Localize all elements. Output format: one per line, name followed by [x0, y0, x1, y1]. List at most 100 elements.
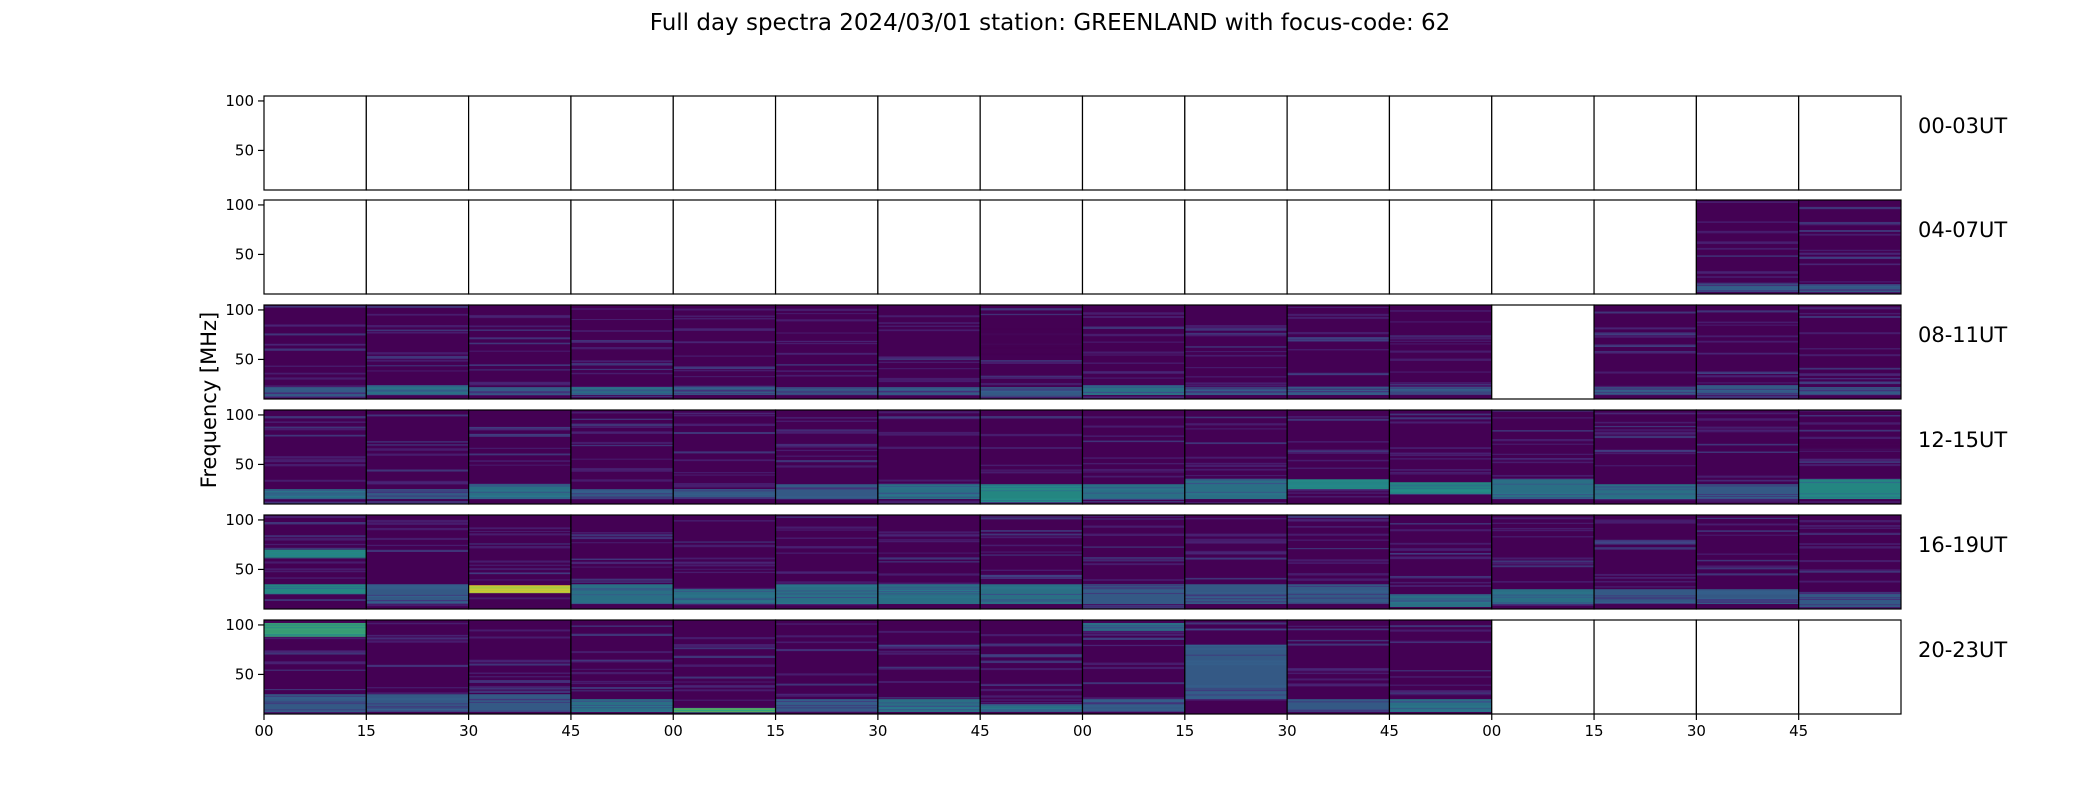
- panel-background: [673, 620, 776, 714]
- spectrum-line: [1798, 546, 1901, 549]
- row-label: 16-19UT: [1918, 533, 2007, 557]
- spectrum-line: [570, 318, 674, 321]
- spectrum-line: [980, 668, 1083, 671]
- empty-panel: [877, 96, 981, 190]
- band-line: [264, 557, 367, 559]
- band-line: [1287, 597, 1390, 599]
- band-line: [1287, 484, 1390, 486]
- spectrum-line: [673, 424, 776, 427]
- spectrum-panel: [1389, 515, 1492, 609]
- spectrum-line: [264, 372, 367, 375]
- spectrum-line: [775, 465, 878, 468]
- row-20-23UT: 50 100 20-23UT: [225, 616, 2007, 715]
- spectrum-line: [775, 673, 878, 676]
- spectrum-line: [1491, 560, 1595, 563]
- x-tick-label: 30: [1278, 722, 1297, 740]
- band-line: [1287, 602, 1390, 604]
- spectrum-line: [1798, 422, 1901, 425]
- spectrum-line: [1287, 533, 1390, 536]
- band-line: [1389, 487, 1492, 489]
- spectrum-line: [366, 355, 469, 359]
- spectrum-line: [775, 460, 878, 463]
- spectrum-line: [1696, 310, 1799, 313]
- x-tick-label: 30: [868, 722, 887, 740]
- band-line: [1287, 483, 1390, 485]
- band-line: [1287, 585, 1390, 587]
- spectrum-line: [468, 530, 571, 532]
- spectrum-band: [570, 584, 674, 605]
- spectrum-line: [264, 547, 367, 550]
- spectrum-line: [570, 444, 674, 447]
- spectrum-line: [264, 365, 367, 367]
- empty-panel: [468, 96, 571, 190]
- spectrum-line: [1082, 666, 1185, 670]
- band-line: [1594, 487, 1697, 489]
- spectrum-line: [468, 382, 571, 384]
- spectrum-band: [1082, 699, 1185, 713]
- spectrum-line: [366, 357, 469, 360]
- spectrum-line: [468, 629, 571, 632]
- spectrum-panel: [570, 200, 674, 294]
- band-line: [468, 710, 571, 712]
- band-line: [1696, 485, 1799, 487]
- spectrum-line: [980, 695, 1083, 698]
- spectrum-line: [673, 317, 776, 320]
- band-line: [570, 594, 674, 596]
- spectrum-panel: [877, 305, 981, 399]
- spectrum-line: [468, 560, 571, 563]
- spectrum-panel: [570, 305, 674, 399]
- spectrum-line: [1287, 313, 1390, 316]
- spectrum-line: [1184, 354, 1288, 357]
- band-line: [570, 389, 674, 391]
- panel-background: [264, 305, 367, 399]
- band-line: [673, 393, 776, 395]
- band-line: [1696, 291, 1799, 293]
- panel-border: [1798, 514, 1902, 610]
- spectrum-line: [1696, 418, 1799, 421]
- band-line: [1287, 388, 1390, 390]
- y-tick-label: 100: [225, 196, 254, 214]
- band-line: [1594, 603, 1697, 605]
- spectrum-line: [1389, 577, 1492, 579]
- panel-border: [1798, 409, 1902, 505]
- spectrum-line: [1696, 232, 1799, 234]
- row-label: 08-11UT: [1918, 323, 2007, 347]
- band-line: [1389, 601, 1492, 603]
- spectrum-line: [877, 531, 981, 534]
- empty-panel: [1287, 96, 1390, 190]
- spectrum-line: [570, 368, 674, 371]
- spectrum-line: [877, 644, 981, 647]
- spectrum-line: [1594, 580, 1697, 583]
- band-line: [1082, 386, 1185, 388]
- spectrum-line: [1491, 474, 1595, 477]
- spectrum-line: [468, 428, 571, 431]
- spectrum-line: [1389, 337, 1492, 340]
- y-tick-label: 100: [225, 406, 254, 424]
- spectrum-panel: [877, 200, 981, 294]
- spectrum-panel: [775, 200, 878, 294]
- spectrum-line: [1389, 350, 1492, 353]
- spectrum-line: [366, 501, 469, 503]
- empty-panel: [1696, 620, 1799, 714]
- spectrum-line: [1798, 367, 1901, 370]
- spectrum-line: [570, 426, 674, 429]
- spectrum-panel: [1594, 96, 1697, 190]
- band-line: [1287, 390, 1390, 392]
- spectrum-line: [468, 383, 571, 386]
- spectrum-panel: [1798, 305, 1901, 399]
- spectrum-line: [264, 426, 367, 429]
- band-line: [1696, 601, 1799, 603]
- spectrum-line: [1798, 410, 1901, 412]
- band-line: [366, 390, 469, 392]
- band-line: [366, 490, 469, 492]
- band-line: [775, 707, 878, 709]
- spectrum-line: [673, 308, 776, 311]
- spectrum-band: [1696, 284, 1799, 293]
- spectrum-line: [264, 543, 367, 546]
- spectrum-line: [1082, 326, 1185, 329]
- spectrum-line: [673, 369, 776, 372]
- spectrum-line: [1082, 396, 1185, 399]
- spectrum-line: [366, 331, 469, 334]
- spectrum-band: [1389, 387, 1492, 396]
